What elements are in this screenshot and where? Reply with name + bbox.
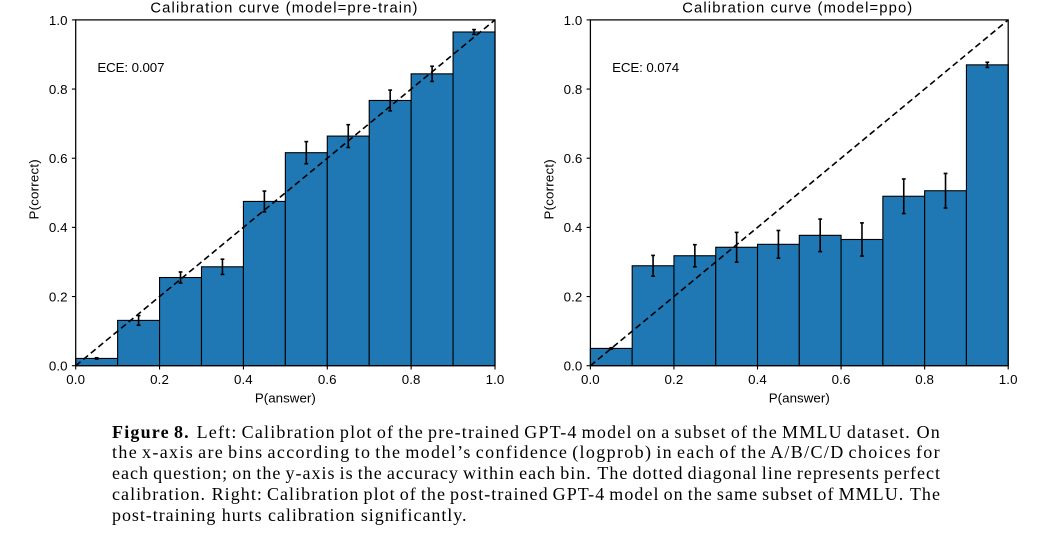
- svg-text:0.6: 0.6: [49, 151, 68, 166]
- svg-text:Calibration curve (model=ppo): Calibration curve (model=ppo): [682, 1, 913, 17]
- svg-text:0.0: 0.0: [564, 359, 583, 374]
- svg-text:0.2: 0.2: [49, 289, 68, 304]
- svg-text:0.8: 0.8: [915, 372, 934, 387]
- svg-text:0.0: 0.0: [49, 359, 68, 374]
- svg-text:0.8: 0.8: [564, 82, 583, 97]
- svg-text:0.6: 0.6: [832, 372, 851, 387]
- svg-text:0.0: 0.0: [581, 372, 600, 387]
- svg-text:P(correct): P(correct): [27, 159, 42, 219]
- svg-text:P(answer): P(answer): [769, 390, 830, 405]
- svg-text:Calibration curve (model=pre-t: Calibration curve (model=pre-train): [150, 1, 418, 17]
- svg-text:0.4: 0.4: [49, 220, 68, 235]
- svg-text:0.4: 0.4: [564, 220, 583, 235]
- svg-text:0.2: 0.2: [150, 372, 169, 387]
- svg-text:0.6: 0.6: [318, 372, 337, 387]
- svg-text:0.8: 0.8: [402, 372, 421, 387]
- svg-text:1.0: 1.0: [49, 13, 68, 28]
- svg-text:0.2: 0.2: [564, 289, 583, 304]
- svg-text:0.8: 0.8: [49, 82, 68, 97]
- svg-text:1.0: 1.0: [564, 13, 583, 28]
- svg-text:0.2: 0.2: [665, 372, 684, 387]
- svg-text:0.6: 0.6: [564, 151, 583, 166]
- svg-text:P(correct): P(correct): [541, 159, 556, 219]
- svg-text:P(answer): P(answer): [255, 390, 316, 405]
- svg-text:0.0: 0.0: [66, 372, 85, 387]
- svg-text:1.0: 1.0: [486, 372, 505, 387]
- svg-text:ECE: 0.007: ECE: 0.007: [97, 60, 164, 75]
- svg-text:0.4: 0.4: [748, 372, 767, 387]
- svg-text:1.0: 1.0: [999, 372, 1018, 387]
- svg-text:ECE: 0.074: ECE: 0.074: [612, 60, 679, 75]
- svg-text:0.4: 0.4: [234, 372, 253, 387]
